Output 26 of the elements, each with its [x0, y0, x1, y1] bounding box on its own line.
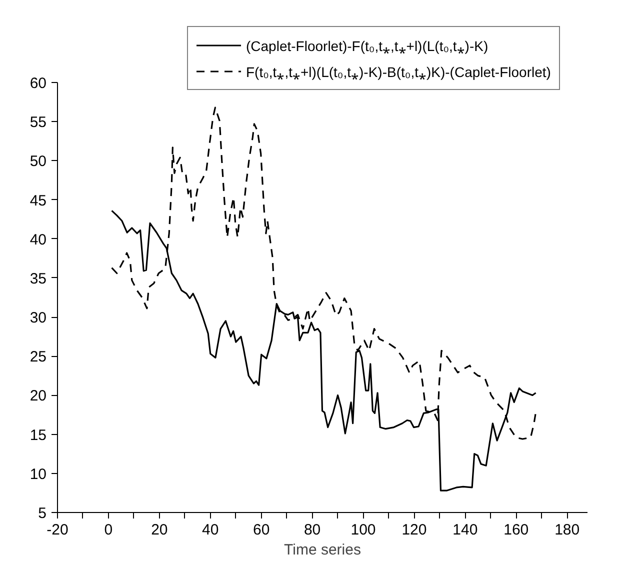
y-tick-label: 55 [30, 114, 47, 132]
x-tick-label: 40 [202, 522, 219, 538]
y-tick-label: 10 [30, 466, 47, 483]
y-tick-label: 60 [30, 75, 47, 92]
y-tick-label: 35 [30, 270, 47, 288]
x-tick-label: 0 [104, 522, 113, 538]
y-tick-label: 15 [30, 426, 47, 444]
x-tick-label: 100 [350, 522, 376, 538]
x-tick-label: 20 [151, 522, 168, 538]
x-tick-label: 80 [304, 522, 321, 538]
y-tick-label: 45 [30, 192, 47, 210]
x-tick-label: 160 [504, 522, 529, 538]
x-axis-title: Time series [284, 542, 361, 558]
legend-label: F(t₀,t⁎,t⁎+l)(L(t₀,t⁎)-K)-B(t₀,t⁎)K)-(Caplet-Floorlet) [246, 62, 551, 80]
x-tick-label: 180 [554, 522, 580, 538]
y-tick-label: 30 [30, 310, 47, 327]
y-tick-label: 50 [30, 153, 47, 170]
x-tick-label: 120 [402, 522, 427, 538]
y-tick-label: 20 [30, 388, 47, 405]
legend-label: (Caplet-Floorlet)-F(t₀,t⁎,t⁎+l)(L(t₀,t⁎)-K) [246, 36, 488, 54]
y-tick-label: 25 [30, 348, 47, 366]
x-tick-label: -20 [46, 522, 68, 538]
x-tick-label: 60 [253, 522, 270, 538]
y-tick-label: 40 [30, 231, 47, 248]
x-tick-label: 140 [452, 522, 478, 538]
y-tick-label: 5 [38, 505, 46, 522]
